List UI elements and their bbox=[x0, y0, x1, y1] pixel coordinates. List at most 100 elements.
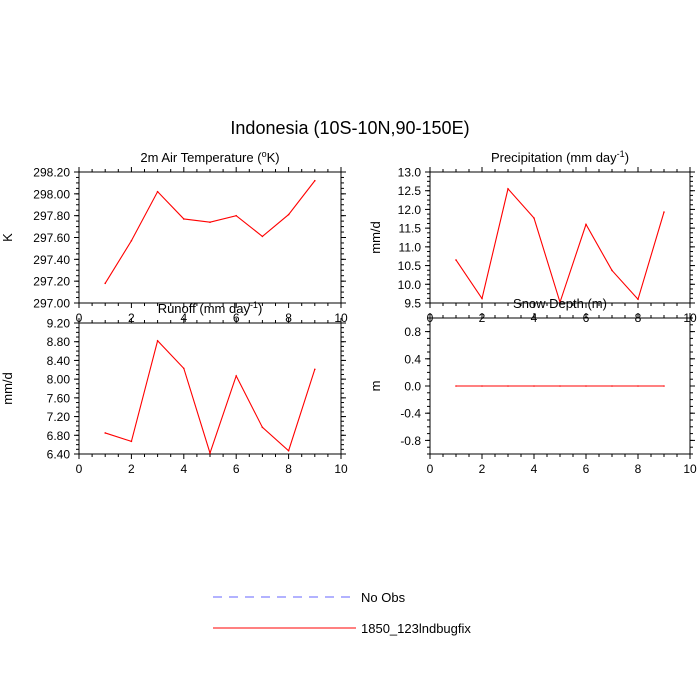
y-tick-label: 7.20 bbox=[47, 410, 71, 424]
y-tick-label: 9.20 bbox=[47, 317, 71, 331]
y-tick-label: 297.80 bbox=[33, 209, 70, 223]
panel-title: Snow Depth (m) bbox=[513, 296, 607, 311]
y-tick-label: 12.5 bbox=[398, 184, 422, 198]
y-tick-label: 12.0 bbox=[398, 203, 422, 217]
y-tick-label: 10.5 bbox=[398, 259, 422, 273]
y-tick-label: -0.4 bbox=[400, 407, 421, 421]
x-tick-label: 4 bbox=[180, 462, 187, 476]
figure-title: Indonesia (10S-10N,90-150E) bbox=[230, 118, 469, 138]
y-tick-label: 297.40 bbox=[33, 253, 70, 267]
data-point bbox=[455, 259, 457, 261]
y-tick-label: 297.00 bbox=[33, 297, 70, 311]
x-tick-label: 2 bbox=[479, 462, 486, 476]
y-tick-label: -0.8 bbox=[400, 434, 421, 448]
data-point bbox=[209, 452, 211, 454]
y-tick-label: 11.5 bbox=[399, 222, 422, 236]
data-point bbox=[261, 426, 264, 429]
data-point bbox=[287, 213, 290, 216]
y-tick-label: 0.0 bbox=[404, 380, 421, 394]
data-point bbox=[611, 269, 613, 272]
legend: No Obs 1850_123lndbugfix bbox=[213, 590, 471, 636]
y-tick-label: 8.40 bbox=[47, 354, 71, 368]
y-tick-label: 11.0 bbox=[399, 240, 422, 254]
y-tick-label: 6.80 bbox=[47, 429, 71, 443]
x-tick-label: 4 bbox=[531, 462, 538, 476]
plot-frame bbox=[78, 322, 342, 455]
data-point bbox=[235, 375, 237, 377]
data-point bbox=[481, 297, 483, 300]
series-line bbox=[105, 339, 316, 455]
data-point bbox=[663, 211, 665, 213]
data-point bbox=[261, 235, 264, 238]
x-tick-label: 10 bbox=[334, 462, 348, 476]
data-point bbox=[481, 385, 483, 387]
series-line bbox=[104, 180, 316, 284]
data-point bbox=[314, 179, 316, 182]
data-point bbox=[637, 298, 639, 301]
data-point bbox=[183, 367, 185, 370]
plot-frame bbox=[78, 171, 342, 304]
y-tick-label: 7.60 bbox=[47, 391, 71, 405]
y-tick-label: 298.20 bbox=[33, 166, 70, 180]
y-tick-label: 0.8 bbox=[404, 325, 421, 339]
data-point bbox=[611, 385, 613, 387]
x-tick-label: 2 bbox=[128, 462, 135, 476]
data-point bbox=[585, 223, 587, 226]
panels-group: 2m Air Temperature (oK) K 0 2 4 6 8 10 297.00 297… bbox=[0, 149, 697, 476]
x-tick-label: 6 bbox=[583, 462, 590, 476]
series-line bbox=[455, 187, 665, 305]
y-tick-label: 9.5 bbox=[404, 297, 421, 311]
y-axis-label: m bbox=[368, 381, 383, 392]
panel-snow-depth: Snow Depth (m) m 0 2 4 6 8 10 -0.8 -0.4 0.0 0.4 0.8 bbox=[368, 296, 697, 476]
panel-temperature: 2m Air Temperature (oK)K0246810297.00297… bbox=[0, 149, 348, 325]
y-tick-label: 10.0 bbox=[398, 278, 422, 292]
y-tick-label: 298.00 bbox=[33, 187, 70, 201]
y-tick-label: 8.80 bbox=[47, 335, 71, 349]
data-point bbox=[455, 385, 457, 387]
y-tick-label: 6.40 bbox=[47, 448, 71, 462]
data-point bbox=[130, 239, 133, 242]
data-point bbox=[663, 385, 665, 387]
y-tick-label: 8.00 bbox=[47, 373, 71, 387]
legend-label-model: 1850_123lndbugfix bbox=[361, 621, 471, 636]
x-tick-label: 6 bbox=[233, 462, 240, 476]
x-tick-label: 0 bbox=[76, 462, 83, 476]
data-point bbox=[559, 385, 561, 387]
data-point bbox=[183, 218, 185, 220]
data-point bbox=[559, 301, 561, 304]
x-tick-label: 8 bbox=[635, 462, 642, 476]
panel-title: Runoff (mm day-1) bbox=[158, 300, 263, 316]
data-point bbox=[235, 214, 237, 217]
data-point bbox=[507, 385, 509, 387]
x-tick-label: 10 bbox=[683, 462, 697, 476]
y-tick-label: 297.60 bbox=[33, 231, 70, 245]
data-point bbox=[209, 221, 211, 224]
legend-label-no-obs: No Obs bbox=[361, 590, 406, 605]
data-point bbox=[585, 385, 587, 387]
data-point bbox=[156, 190, 159, 193]
panel-precipitation: Precipitation (mm day-1)mm/d02468109.510… bbox=[368, 149, 697, 325]
data-point bbox=[314, 368, 316, 371]
x-tick-label: 0 bbox=[427, 462, 434, 476]
data-point bbox=[533, 385, 535, 387]
data-point bbox=[156, 339, 159, 342]
panel-title: 2m Air Temperature (oK) bbox=[140, 149, 279, 165]
data-point bbox=[130, 440, 133, 443]
data-point bbox=[104, 432, 106, 434]
data-point bbox=[533, 217, 535, 219]
y-tick-label: 297.20 bbox=[33, 275, 70, 289]
panel-title: Precipitation (mm day-1) bbox=[491, 149, 629, 165]
y-tick-label: 13.0 bbox=[398, 166, 422, 180]
y-axis-label: K bbox=[0, 233, 15, 242]
data-point bbox=[104, 282, 106, 285]
data-point bbox=[287, 449, 290, 452]
panel-runoff: Runoff (mm day-1) mm/d 0 2 4 6 8 10 6.40 6.80 7.20… bbox=[0, 300, 348, 476]
y-axis-label: mm/d bbox=[0, 372, 15, 405]
x-tick-label: 8 bbox=[285, 462, 292, 476]
data-point bbox=[507, 188, 509, 190]
data-point bbox=[637, 385, 639, 387]
y-tick-label: 0.4 bbox=[404, 352, 421, 366]
plot-frame bbox=[429, 171, 691, 304]
y-axis-label: mm/d bbox=[368, 221, 383, 254]
